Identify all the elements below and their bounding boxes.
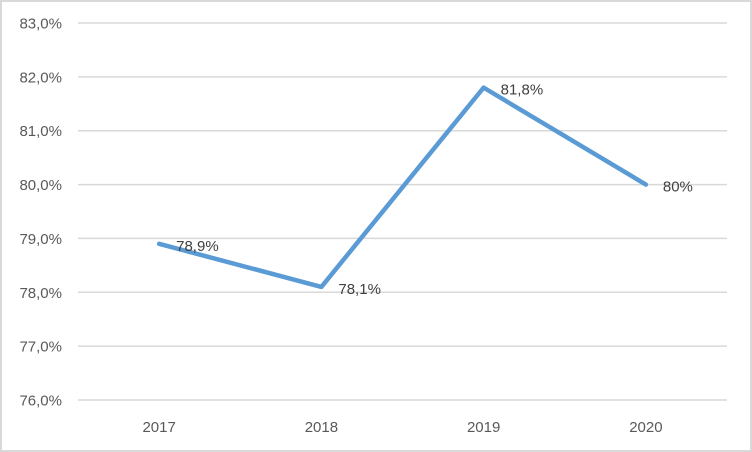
series-line (156, 85, 649, 290)
data-point-label: 78,9% (176, 238, 219, 255)
y-axis-tick-label: 78,0% (19, 285, 62, 302)
x-axis-tick-label: 2020 (629, 419, 662, 436)
y-axis-tick-label: 81,0% (19, 123, 62, 140)
x-axis-tick-label: 2019 (467, 419, 500, 436)
y-axis-tick-label: 76,0% (19, 393, 62, 410)
data-point-label: 80% (663, 179, 693, 196)
y-axis-tick-label: 83,0% (19, 16, 62, 33)
y-axis-tick-label: 79,0% (19, 231, 62, 248)
y-axis-tick-label: 80,0% (19, 177, 62, 194)
data-point-label: 78,1% (338, 281, 381, 298)
x-axis-tick-label: 2017 (142, 419, 175, 436)
y-axis-tick-label: 77,0% (19, 339, 62, 356)
y-axis-tick-label: 82,0% (19, 69, 62, 86)
x-axis-tick-label: 2018 (305, 419, 338, 436)
data-point-label: 81,8% (501, 82, 544, 99)
